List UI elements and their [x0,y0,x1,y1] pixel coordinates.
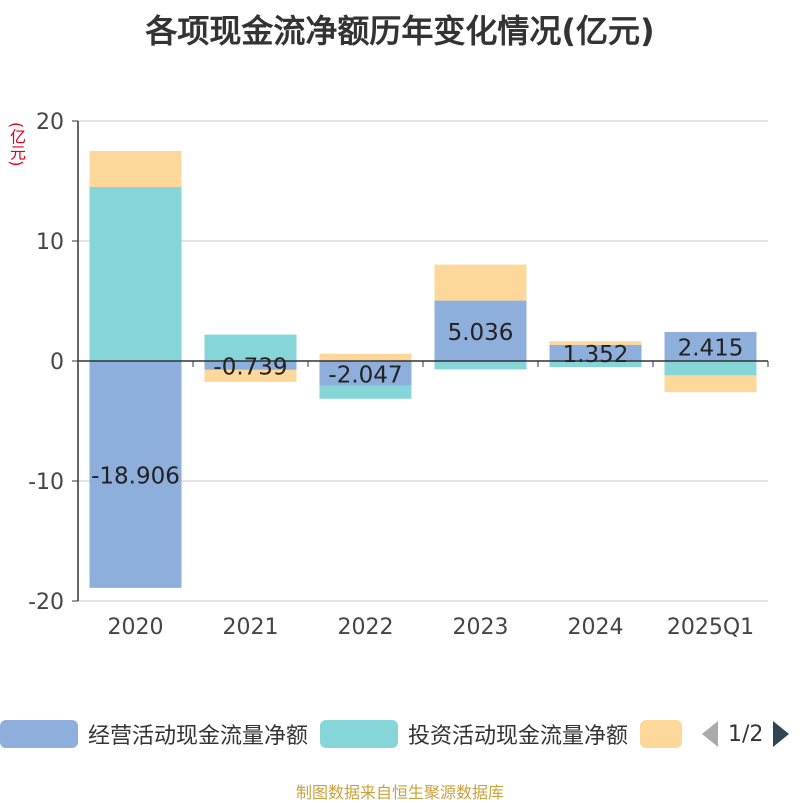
bar-investing-2022 [319,385,412,399]
bar-investing-2020 [89,187,182,361]
bar-series3-2025Q1 [664,375,757,393]
legend: 经营活动现金流量净额 投资活动现金流量净额 1/2 [0,712,800,756]
y-tick-label: 10 [36,230,64,255]
legend-page-indicator: 1/2 [728,721,764,747]
bar-investing-2023 [434,361,527,370]
y-axis-unit: (亿元) [7,122,26,167]
legend-item-investing[interactable]: 投资活动现金流量净额 [320,712,628,756]
legend-item-third-series[interactable] [640,712,692,756]
bar-series3-2020 [89,151,182,187]
y-tick-label: 20 [36,110,64,135]
bar-operating-2025Q1 [664,332,757,361]
bar-investing-2025Q1 [664,361,757,376]
x-tick-label: 2022 [338,615,394,640]
bar-operating-2021 [204,361,297,370]
y-tick-label: 0 [50,350,64,375]
bar-series3-2021 [204,369,297,382]
data-label-2021: -0.739 [213,354,287,380]
legend-pager: 1/2 [700,712,791,756]
bar-operating-2023 [434,300,527,361]
legend-label-operating: 经营活动现金流量净额 [88,724,309,749]
bar-series3-2023 [434,264,527,301]
data-label-2022: -2.047 [328,362,402,388]
bar-series3-2022 [319,353,412,361]
data-label-2025Q1: 2.415 [678,336,744,362]
y-tick-label: -20 [28,590,64,615]
pager-prev-icon[interactable] [700,719,720,749]
data-source-note: 制图数据来自恒生聚源数据库 [295,783,504,802]
legend-swatch-operating [0,720,78,748]
data-label-2020: -18.906 [91,463,180,489]
x-tick-label: 2024 [568,615,624,640]
data-label-2024: 1.352 [563,342,629,368]
bar-investing-2024 [549,361,642,367]
legend-swatch-investing [320,720,398,748]
legend-swatch-third-series [640,720,682,748]
x-tick-label: 2021 [223,615,279,640]
x-tick-label: 2023 [453,615,509,640]
x-tick-label: 2025Q1 [667,615,754,640]
stacked-bar-chart: 20 10 0 -10 -20 2020 2021 2022 2023 2024 2025Q1 -18… [28,110,769,640]
bar-operating-2020 [89,361,182,588]
bar-operating-2022 [319,361,412,386]
bar-investing-2021 [204,334,297,361]
bar-series3-2024 [549,341,642,345]
legend-item-operating[interactable]: 经营活动现金流量净额 [0,712,308,756]
chart-title: 各项现金流净额历年变化情况(亿元) [145,12,655,50]
pager-next-icon[interactable] [771,719,791,749]
x-tick-label: 2020 [108,615,164,640]
data-label-2023: 5.036 [448,320,514,346]
legend-label-investing: 投资活动现金流量净额 [408,724,629,749]
y-tick-label: -10 [28,470,64,495]
bar-operating-2024 [549,344,642,361]
